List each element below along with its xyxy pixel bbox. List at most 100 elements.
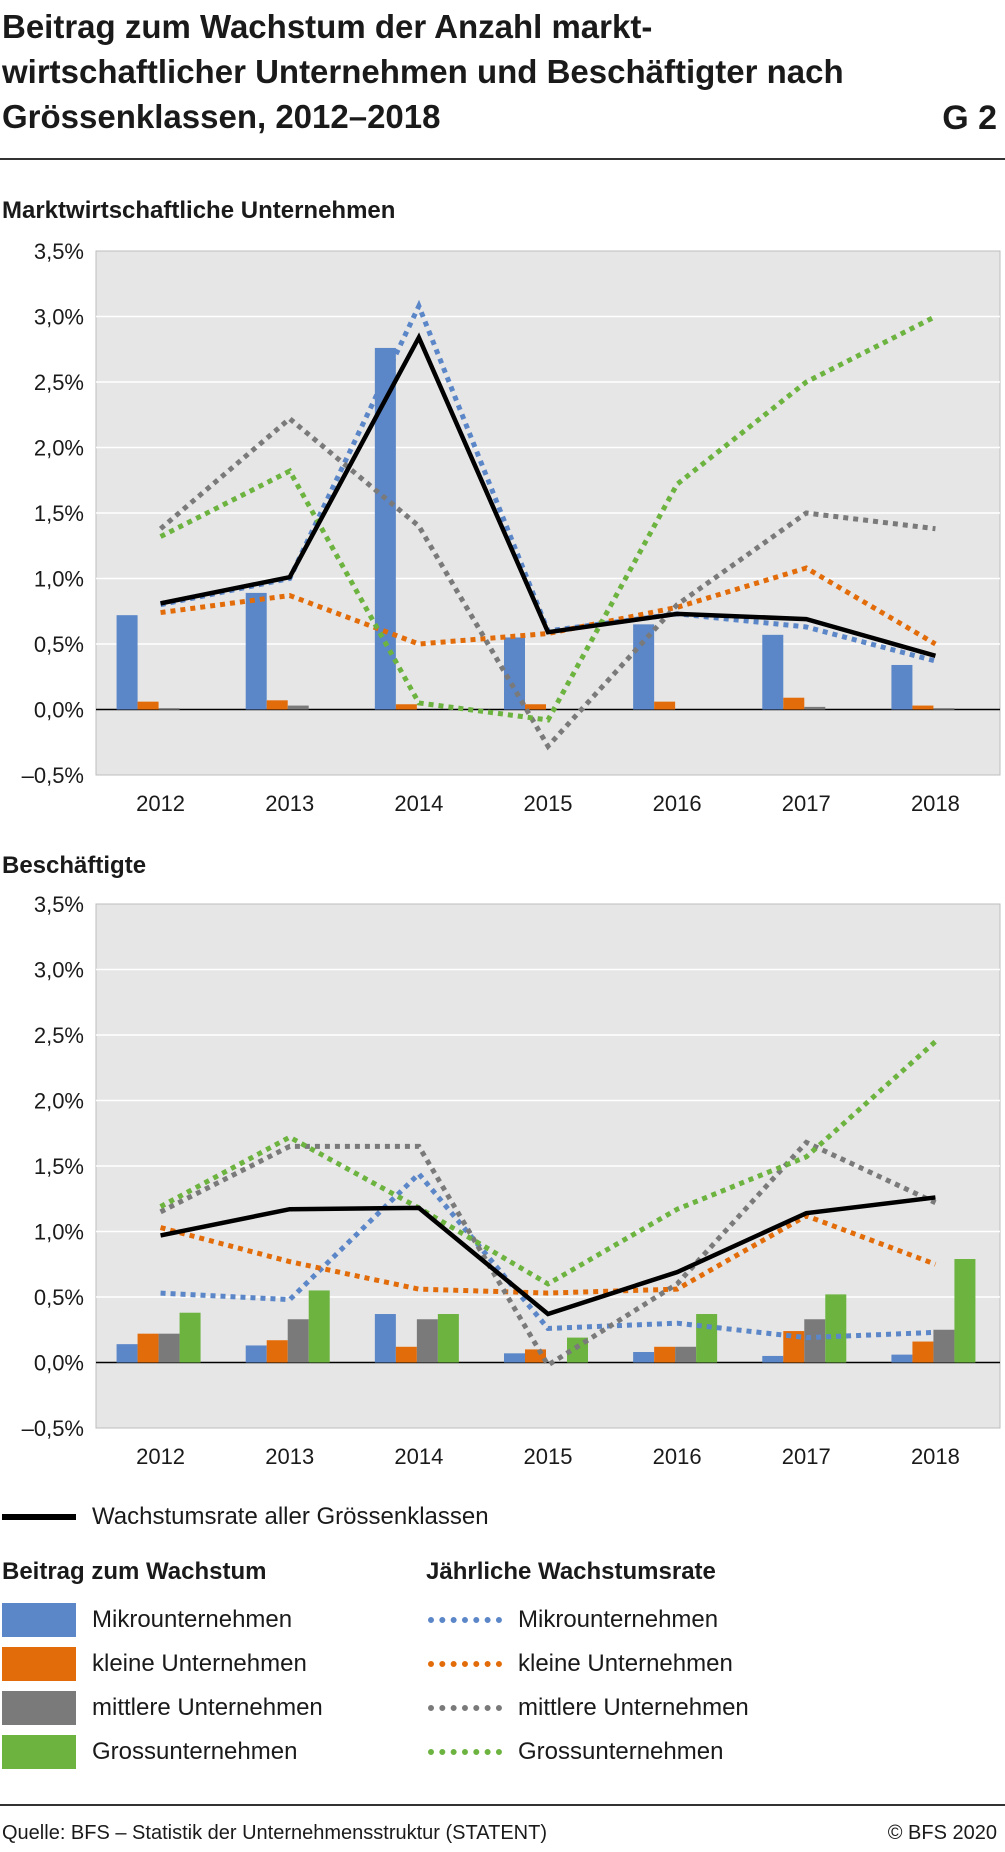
employees-y-tick-label: 1,5% xyxy=(34,1154,84,1179)
employees-bar-large xyxy=(696,1314,718,1363)
legend-bar-small-label: kleine Unternehmen xyxy=(92,1650,307,1677)
enterprises-bar-micro xyxy=(504,637,525,710)
employees-bar-micro xyxy=(504,1353,525,1363)
enterprises-bar-small xyxy=(654,701,676,710)
chart-enterprises: 3,5% 3,0% 2,5% 2,0% 1,5% 1,0% 0,5% 0,0% –0,5% 201… xyxy=(22,239,1001,816)
enterprises-bar-medium xyxy=(158,708,180,710)
legend-rate-large-swatch xyxy=(428,1749,502,1755)
employees-y-tick-label: 1,0% xyxy=(34,1220,84,1245)
employees-bar-small xyxy=(654,1346,676,1363)
legend-heading-contribution: Beitrag zum Wachstum xyxy=(2,1558,267,1585)
legend-bar-medium-label: mittlere Unternehmen xyxy=(92,1694,323,1721)
panel-title-employees: Beschäftigte xyxy=(2,852,147,879)
legend-bar-micro: Mikrounternehmen xyxy=(2,1600,292,1640)
employees-bar-large xyxy=(179,1312,201,1363)
employees-bar-medium xyxy=(287,1319,309,1363)
enterprises-x-tick-label: 2014 xyxy=(394,791,443,816)
legend-rate-micro-swatch xyxy=(428,1617,502,1623)
enterprises-rate-line-large xyxy=(159,314,937,723)
enterprises-y-tick-label: 1,0% xyxy=(34,567,84,592)
chart-id: G 2 xyxy=(942,99,997,137)
employees-y-tick-label: 0,5% xyxy=(34,1285,84,1310)
enterprises-bar-micro xyxy=(891,664,913,710)
enterprises-y-tick-label: 1,5% xyxy=(34,501,84,526)
employees-bar-micro xyxy=(762,1355,784,1363)
employees-y-tick-label: –0,5% xyxy=(22,1416,84,1441)
legend-bar-medium: mittlere Unternehmen xyxy=(2,1688,323,1728)
enterprises-bar-micro xyxy=(633,624,655,710)
enterprises-y-tick-label: 0,0% xyxy=(34,698,84,723)
legend-rate-medium: mittlere Unternehmen xyxy=(428,1688,749,1728)
employees-bar-small xyxy=(912,1341,934,1363)
legend-bar-micro-swatch xyxy=(2,1603,76,1637)
employees-bar-micro xyxy=(374,1314,396,1363)
panel-title-enterprises: Marktwirtschaftliche Unternehmen xyxy=(2,197,396,224)
legend-rate-medium-label: mittlere Unternehmen xyxy=(518,1694,749,1721)
employees-bar-micro xyxy=(891,1354,913,1363)
employees-bar-large xyxy=(825,1294,847,1363)
enterprises-rate-line-small xyxy=(160,565,937,647)
enterprises-bar-small xyxy=(525,704,546,710)
employees-rate-line-small xyxy=(159,1213,937,1296)
legend-total-swatch xyxy=(2,1514,76,1520)
employees-bar-small xyxy=(137,1333,159,1363)
employees-rate-line-medium xyxy=(159,1139,937,1369)
enterprises-y-tick-label: 3,0% xyxy=(34,305,84,330)
employees-x-tick-label: 2012 xyxy=(136,1444,185,1469)
employees-bar-medium xyxy=(933,1329,955,1363)
enterprises-bar-micro xyxy=(374,347,396,710)
enterprises-bar-medium xyxy=(933,708,955,710)
legend-rate-large: Grossunternehmen xyxy=(428,1732,723,1772)
employees-rate-line-micro xyxy=(160,1170,936,1341)
legend-rate-small-label: kleine Unternehmen xyxy=(518,1650,733,1677)
enterprises-x-tick-label: 2016 xyxy=(653,791,702,816)
enterprises-y-tick-label: 3,5% xyxy=(34,239,84,264)
enterprises-x-tick-label: 2018 xyxy=(911,791,960,816)
enterprises-bar-small xyxy=(395,704,417,710)
employees-y-tick-label: 2,0% xyxy=(34,1089,84,1114)
enterprises-x-tick-label: 2012 xyxy=(136,791,185,816)
employees-bar-medium xyxy=(416,1319,438,1363)
employees-x-tick-label: 2013 xyxy=(265,1444,314,1469)
legend-bar-medium-swatch xyxy=(2,1691,76,1725)
legend-rate-small: kleine Unternehmen xyxy=(428,1644,733,1684)
legend-rate-small-swatch xyxy=(428,1661,502,1667)
employees-bar-medium xyxy=(675,1346,697,1363)
legend-heading-rate: Jährliche Wachstumsrate xyxy=(426,1558,716,1585)
employees-x-tick-label: 2016 xyxy=(653,1444,702,1469)
enterprises-bar-medium xyxy=(804,706,826,710)
employees-bar-micro xyxy=(116,1344,138,1363)
employees-total-line xyxy=(160,1195,936,1317)
employees-y-tick-label: 2,5% xyxy=(34,1023,84,1048)
enterprises-bar-small xyxy=(783,697,805,710)
legend-rate-micro-label: Mikrounternehmen xyxy=(518,1606,719,1633)
enterprises-bar-small xyxy=(137,701,159,710)
enterprises-bar-micro xyxy=(245,592,267,710)
enterprises-rate-line-medium xyxy=(158,415,936,751)
legend-total-label: Wachstumsrate aller Grössenklassen xyxy=(92,1503,489,1530)
legend-total: Wachstumsrate aller Grössenklassen xyxy=(2,1497,489,1537)
legend-rate-large-label: Grossunternehmen xyxy=(518,1738,724,1765)
enterprises-bar-small xyxy=(266,700,288,710)
enterprises-bar-micro xyxy=(116,615,138,710)
title-rule xyxy=(0,158,1005,160)
employees-x-tick-label: 2015 xyxy=(524,1444,573,1469)
employees-bar-micro xyxy=(245,1345,267,1363)
employees-bar-micro xyxy=(633,1352,655,1363)
enterprises-x-tick-label: 2017 xyxy=(782,791,831,816)
enterprises-x-tick-label: 2015 xyxy=(524,791,573,816)
legend-bar-small: kleine Unternehmen xyxy=(2,1644,307,1684)
enterprises-bar-small xyxy=(912,705,934,710)
employees-x-tick-label: 2018 xyxy=(911,1444,960,1469)
employees-bar-medium xyxy=(804,1319,826,1363)
enterprises-bar-micro xyxy=(762,634,784,710)
employees-y-tick-label: 0,0% xyxy=(34,1351,84,1376)
footer-rule xyxy=(0,1804,1005,1806)
employees-bar-large xyxy=(308,1290,330,1363)
employees-bar-large xyxy=(954,1259,976,1363)
enterprises-y-tick-label: 2,0% xyxy=(34,436,84,461)
enterprises-y-tick-label: 0,5% xyxy=(34,632,84,657)
enterprises-total-line xyxy=(160,332,937,658)
employees-bar-small xyxy=(395,1346,417,1363)
legend-rate-micro: Mikrounternehmen xyxy=(428,1600,718,1640)
